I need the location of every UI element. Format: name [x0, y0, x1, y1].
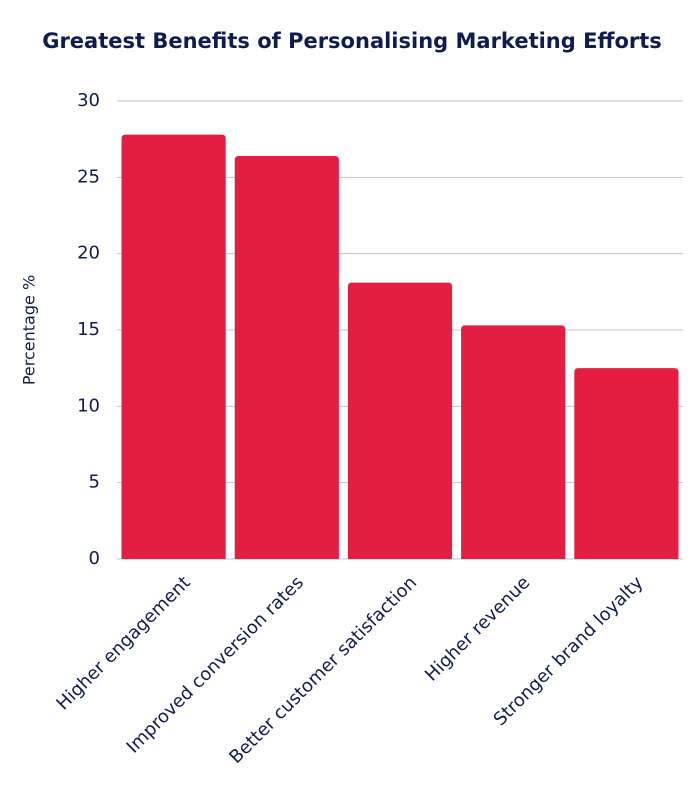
bar [461, 325, 566, 559]
bar [347, 282, 453, 559]
bar [121, 134, 226, 559]
y-axis-label: Percentage % [20, 275, 39, 385]
y-tick-label: 15 [77, 319, 100, 340]
x-tick-label: Improved conversion rates [123, 572, 308, 757]
chart-title: Greatest Benefits of Personalising Marke… [42, 29, 662, 53]
x-tick-label: Higher revenue [421, 572, 534, 685]
bar [574, 368, 679, 559]
y-tick-label: 10 [77, 395, 100, 416]
y-tick-label: 25 [77, 166, 100, 187]
y-tick-label: 0 [89, 548, 100, 569]
y-tick-label: 5 [89, 472, 100, 493]
bar [234, 155, 339, 559]
x-tick-label: Better customer satisfaction [225, 572, 421, 768]
y-tick-label: 30 [77, 90, 100, 111]
y-tick-label: 20 [77, 243, 100, 264]
